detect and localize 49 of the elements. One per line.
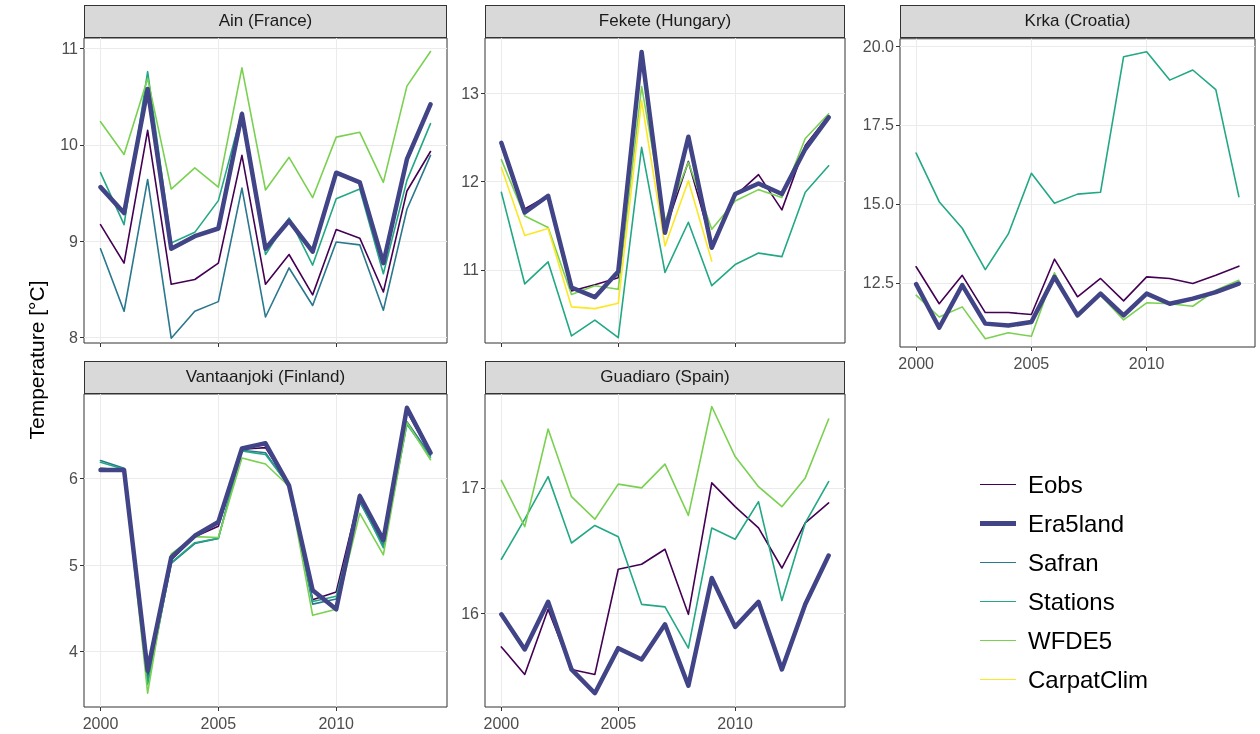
y-tick-label: 8 (69, 328, 79, 346)
x-tick-label: 2000 (82, 714, 119, 732)
y-tick-label: 9 (69, 232, 79, 250)
y-tick-label: 17 (461, 479, 480, 497)
line-series (500, 482, 830, 676)
line-series (915, 258, 1240, 316)
x-tick-label: 2005 (1013, 354, 1050, 372)
legend-label: WFDE5 (1028, 626, 1112, 655)
chart-title: Vantaanjoki (Finland) (84, 361, 447, 394)
legend-label: Era5land (1028, 509, 1125, 538)
chart-title: Guadiaro (Spain) (485, 361, 845, 394)
line-series (500, 405, 830, 528)
x-tick-label: 2010 (1128, 354, 1165, 372)
y-tick-label: 15.0 (862, 195, 895, 213)
line-series (99, 154, 432, 339)
chart-title: Krka (Croatia) (900, 5, 1255, 38)
chart-title: Ain (France) (84, 5, 447, 38)
y-tick-label: 13 (461, 85, 480, 103)
legend-label: Safran (1028, 548, 1099, 577)
y-tick-label: 4 (69, 643, 79, 661)
line-series (915, 50, 1240, 271)
y-tick-label: 12.5 (862, 274, 895, 292)
y-axis-title: Temperature [°C] (25, 280, 49, 440)
y-tick-label: 12 (461, 173, 480, 191)
x-tick-label: 2005 (200, 714, 237, 732)
x-tick-label: 2005 (600, 714, 637, 732)
chart-title: Fekete (Hungary) (485, 5, 845, 38)
x-tick-label: 2000 (483, 714, 520, 732)
y-tick-label: 5 (69, 556, 79, 574)
line-series (500, 99, 713, 310)
line-series (500, 146, 830, 339)
x-tick-label: 2000 (898, 354, 935, 372)
legend-label: Stations (1028, 587, 1115, 616)
y-tick-label: 11 (462, 261, 480, 279)
y-tick-label: 20.0 (862, 37, 895, 55)
y-tick-label: 16 (461, 604, 480, 622)
line-series (913, 274, 1242, 330)
legend-label: CarpatClim (1028, 665, 1149, 694)
y-tick-label: 11 (61, 40, 79, 58)
legend-label: Eobs (1028, 470, 1083, 499)
x-tick-label: 2010 (717, 714, 754, 732)
line-series (99, 129, 432, 296)
line-series (499, 553, 831, 696)
x-tick-label: 2010 (318, 714, 355, 732)
line-series (99, 50, 432, 199)
y-tick-label: 10 (60, 136, 79, 154)
y-tick-label: 6 (69, 470, 79, 488)
y-tick-label: 17.5 (862, 116, 895, 134)
line-series (500, 475, 830, 649)
